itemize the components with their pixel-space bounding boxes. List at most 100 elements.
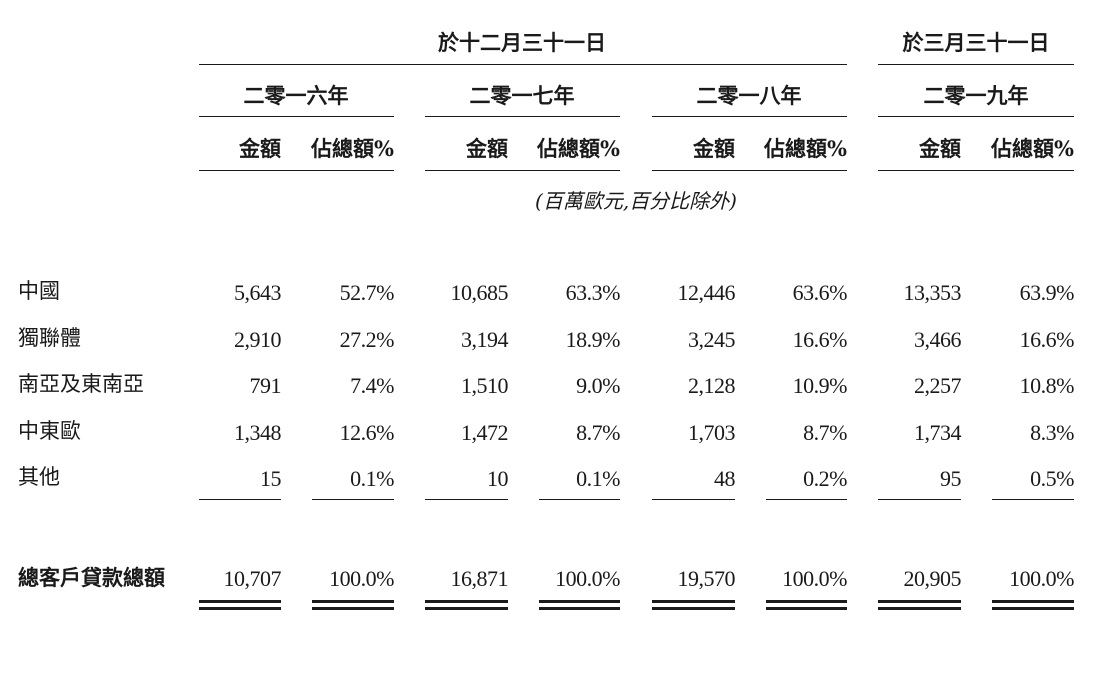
total-value: 16,871	[450, 566, 509, 591]
subheader-percent: 佔總額%	[311, 136, 394, 161]
double-rule-top	[425, 600, 508, 603]
year-2019: 二零一九年	[923, 83, 1029, 108]
cell-value: 8.7%	[576, 420, 620, 445]
cell-value: 63.9%	[1019, 280, 1075, 305]
row-label: 南亞及東南亞	[18, 372, 144, 396]
header-dec31: 於十二月三十一日	[438, 30, 606, 55]
cell-value: 15	[260, 466, 282, 491]
cell-value: 3,466	[914, 327, 962, 352]
cell-value: 27.2%	[339, 327, 395, 352]
unit-note: (百萬歐元,百分比除外)	[535, 189, 737, 213]
double-rule-bottom	[652, 607, 735, 610]
cell-value: 12,446	[677, 280, 736, 305]
cell-value: 10,685	[450, 280, 509, 305]
total-label: 總客戶貸款總額	[18, 565, 165, 590]
double-rule-top	[652, 600, 735, 603]
rule-group2	[878, 64, 1074, 65]
row-label: 中國	[18, 279, 60, 303]
cell-value: 48	[714, 466, 736, 491]
cell-value: 63.6%	[792, 280, 848, 305]
double-rule-top	[539, 600, 620, 603]
cell-value: 1,703	[688, 420, 736, 445]
cell-value: 63.3%	[565, 280, 621, 305]
double-rule-bottom	[878, 607, 961, 610]
rule-subtotal	[539, 499, 620, 500]
double-rule-bottom	[199, 607, 281, 610]
total-value: 100.0%	[329, 566, 394, 591]
cell-value: 1,510	[461, 373, 509, 398]
year-2018: 二零一八年	[696, 83, 802, 108]
cell-value: 1,472	[461, 420, 509, 445]
subheader-amount: 金額	[239, 136, 281, 161]
rule-sub-2017	[425, 170, 620, 171]
double-rule-top	[199, 600, 281, 603]
cell-value: 12.6%	[339, 420, 395, 445]
double-rule-top	[992, 600, 1074, 603]
cell-value: 0.1%	[350, 466, 394, 491]
cell-value: 1,348	[234, 420, 282, 445]
cell-value: 2,910	[234, 327, 282, 352]
row-label: 中東歐	[18, 419, 81, 443]
cell-value: 10	[487, 466, 509, 491]
double-rule-bottom	[425, 607, 508, 610]
rule-subtotal	[425, 499, 508, 500]
double-rule-top	[312, 600, 394, 603]
rule-year-2019	[878, 116, 1074, 117]
subheader-amount: 金額	[693, 136, 735, 161]
rule-subtotal	[878, 499, 961, 500]
cell-value: 18.9%	[565, 327, 621, 352]
total-value: 20,905	[903, 566, 962, 591]
rule-subtotal	[766, 499, 847, 500]
cell-value: 9.0%	[576, 373, 620, 398]
cell-value: 3,245	[688, 327, 736, 352]
rule-group1	[199, 64, 847, 65]
cell-value: 0.5%	[1030, 466, 1074, 491]
double-rule-bottom	[539, 607, 620, 610]
year-2016: 二零一六年	[243, 83, 349, 108]
cell-value: 0.2%	[803, 466, 847, 491]
rule-year-2017	[425, 116, 620, 117]
row-label: 獨聯體	[18, 326, 81, 350]
cell-value: 13,353	[903, 280, 962, 305]
year-2017: 二零一七年	[469, 83, 575, 108]
total-value: 100.0%	[555, 566, 620, 591]
rule-sub-2018	[652, 170, 847, 171]
cell-value: 5,643	[234, 280, 282, 305]
rule-year-2018	[652, 116, 847, 117]
cell-value: 7.4%	[350, 373, 394, 398]
rule-subtotal	[312, 499, 394, 500]
total-value: 10,707	[223, 566, 282, 591]
cell-value: 3,194	[461, 327, 509, 352]
rule-subtotal	[652, 499, 735, 500]
subheader-amount: 金額	[919, 136, 961, 161]
cell-value: 8.3%	[1030, 420, 1074, 445]
double-rule-bottom	[766, 607, 847, 610]
rule-sub-2016	[199, 170, 394, 171]
header-mar31: 於三月三十一日	[902, 30, 1050, 55]
rule-sub-2019	[878, 170, 1074, 171]
double-rule-top	[878, 600, 961, 603]
cell-value: 2,257	[914, 373, 962, 398]
cell-value: 95	[940, 466, 962, 491]
subheader-amount: 金額	[466, 136, 508, 161]
cell-value: 10.8%	[1019, 373, 1075, 398]
double-rule-bottom	[992, 607, 1074, 610]
total-value: 100.0%	[1009, 566, 1074, 591]
row-label: 其他	[18, 465, 60, 489]
subheader-percent: 佔總額%	[764, 136, 847, 161]
cell-value: 791	[249, 373, 282, 398]
cell-value: 16.6%	[1019, 327, 1075, 352]
cell-value: 16.6%	[792, 327, 848, 352]
rule-subtotal	[199, 499, 281, 500]
subheader-percent: 佔總額%	[991, 136, 1074, 161]
cell-value: 2,128	[688, 373, 736, 398]
total-value: 19,570	[677, 566, 736, 591]
cell-value: 8.7%	[803, 420, 847, 445]
double-rule-bottom	[312, 607, 394, 610]
cell-value: 52.7%	[339, 280, 395, 305]
rule-subtotal	[992, 499, 1074, 500]
cell-value: 1,734	[914, 420, 962, 445]
subheader-percent: 佔總額%	[537, 136, 620, 161]
double-rule-top	[766, 600, 847, 603]
total-value: 100.0%	[782, 566, 847, 591]
